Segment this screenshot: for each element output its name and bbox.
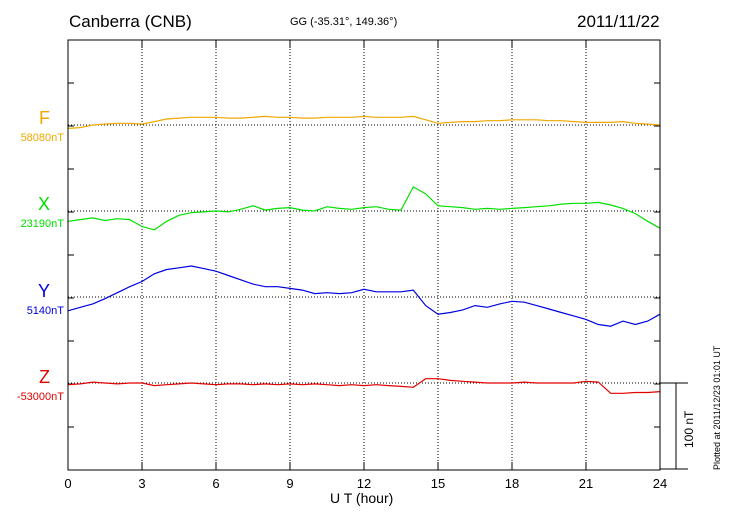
x-tick-labels: 0 3 6 9 12 15 18 21 24 (64, 476, 667, 491)
x-tick-label-24: 24 (653, 476, 667, 491)
x-tick-label-21: 21 (579, 476, 593, 491)
x-tick-label-0: 0 (64, 476, 71, 491)
series-line-z (67, 378, 661, 394)
x-tick-label-18: 18 (505, 476, 519, 491)
component-baseline-x: 23190nT (20, 218, 64, 230)
x-tick-label-12: 12 (357, 476, 371, 491)
series-line-f (67, 115, 661, 129)
station-title: Canberra (CNB) (69, 12, 192, 31)
x-tick-label-15: 15 (431, 476, 445, 491)
x-tick-label-3: 3 (138, 476, 145, 491)
component-label-x: X (37, 194, 50, 214)
component-baseline-z: -53000nT (16, 391, 64, 403)
plotted-timestamp: Plotted at 2011/12/23 01:01 UT (712, 345, 722, 470)
grid-lines (141, 40, 587, 470)
geographic-coordinates: GG (-35.31°, 149.36°) (290, 16, 398, 28)
chart-date: 2011/11/22 (577, 12, 660, 31)
scale-bar (660, 382, 688, 470)
scale-bar-label: 100 nT (682, 410, 696, 448)
series-line-y (67, 265, 661, 327)
x-tick-label-6: 6 (212, 476, 219, 491)
series-line-x (67, 186, 661, 231)
x-axis-label: U T (hour) (330, 490, 394, 506)
x-tick-label-9: 9 (286, 476, 293, 491)
component-baseline-y: 5140nT (26, 305, 64, 317)
series-lines (67, 115, 661, 394)
plot-frame (67, 39, 661, 471)
component-label-z: Z (39, 367, 50, 387)
axis-ticks (67, 40, 661, 470)
component-label-f: F (39, 108, 50, 128)
component-label-y: Y (37, 281, 50, 301)
component-baseline-f: 58080nT (20, 132, 64, 144)
